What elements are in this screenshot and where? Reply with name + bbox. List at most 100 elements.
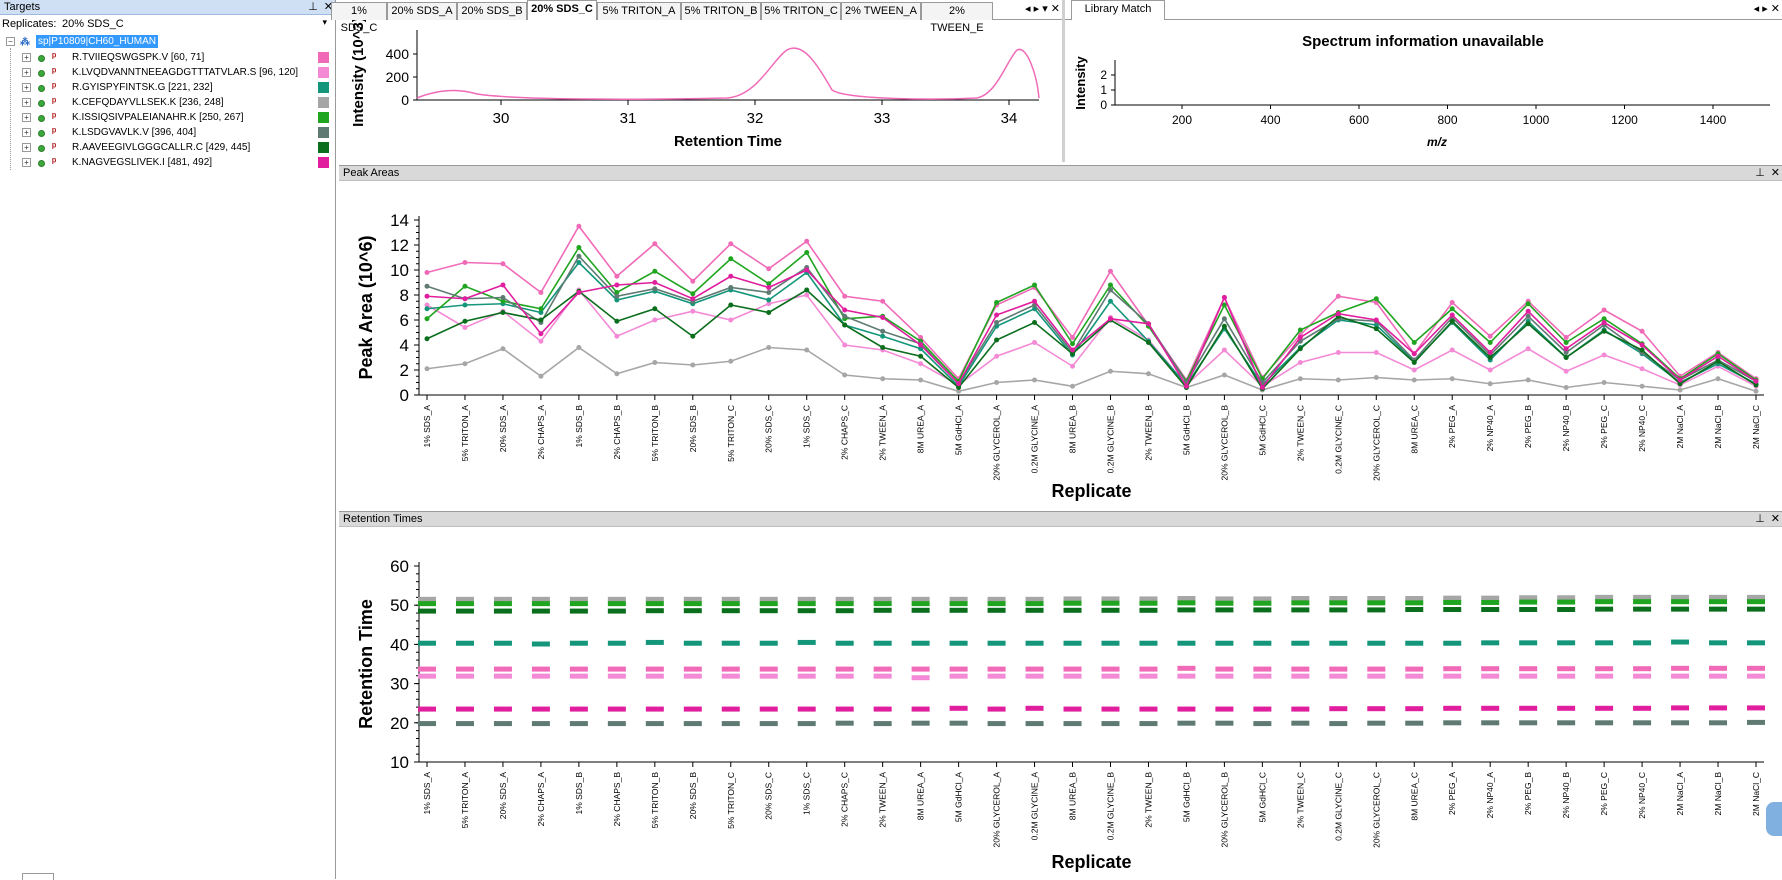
expand-icon[interactable]: + (22, 98, 31, 107)
tab-replicate[interactable]: 2% TWEEN_E (921, 2, 993, 34)
library-ylabel: Intensity (1073, 56, 1088, 110)
rt-bar (873, 706, 892, 712)
data-point (1373, 296, 1379, 302)
expand-icon[interactable]: + (22, 83, 31, 92)
peptide-node[interactable]: + ᵖ K.LSDGVAVLK.V [396, 404] (0, 125, 336, 140)
expand-icon[interactable]: + (22, 113, 31, 122)
tab-replicate[interactable]: 20% SDS_A (387, 2, 457, 20)
rt-bar (1443, 720, 1462, 726)
protein-node[interactable]: − ⁂ sp|P10809|CH60_HUMAN (0, 34, 336, 50)
data-point (1411, 377, 1417, 383)
rt-bar (1633, 640, 1652, 646)
tab-right-icon[interactable]: ▸ (1033, 3, 1040, 15)
x-tick-label: 1200 (1611, 113, 1638, 127)
rt-bar (1519, 666, 1538, 672)
tab-replicate[interactable]: 1% SDS_C (331, 2, 387, 34)
tab-right-icon[interactable]: ▸ (1762, 3, 1768, 15)
rt-bar (949, 666, 968, 672)
x-tick-label: 2M NaCl_C (1751, 405, 1761, 449)
data-point (1297, 376, 1303, 382)
rt-bar (1633, 720, 1652, 726)
x-tick-label: 20% GLYCEROL_A (992, 405, 1002, 481)
peptide-node[interactable]: + ᵖ K.NAGVEGSLIVEK.I [481, 492] (0, 155, 336, 170)
x-tick-label: 0.2M GLYCINE_C (1333, 772, 1343, 841)
data-point (1373, 350, 1379, 355)
chevron-down-icon[interactable]: ▾ (322, 17, 327, 27)
data-point (766, 345, 772, 350)
data-point (538, 338, 544, 344)
rt-bar (607, 601, 626, 607)
tab-replicate[interactable]: 2% TWEEN_A (841, 2, 921, 20)
x-tick-label: 2% TWEEN_C (1295, 772, 1305, 828)
peptide-node[interactable]: + ᵖ R.AAVEEGIVLGGGCALLR.C [429, 445] (0, 140, 336, 155)
data-point (1411, 360, 1417, 365)
tab-replicate[interactable]: 20% SDS_B (457, 2, 527, 20)
rt-bar (645, 601, 664, 607)
data-point (804, 347, 810, 353)
chromatogram-chart[interactable]: 0 200 400 30 31 32 33 34 Intensity (10^3) Rete… (337, 20, 1062, 162)
data-point (1107, 287, 1113, 293)
rt-bar (797, 673, 816, 679)
expand-icon[interactable]: + (22, 68, 31, 77)
data-point (1639, 328, 1645, 334)
replicates-dropdown[interactable]: 20% SDS_C ▾ (58, 17, 330, 32)
library-match-pane: Library Match ◂ ▸ ✕ Spectrum information… (1065, 0, 1782, 162)
tab-left-icon[interactable]: ◂ (1753, 3, 1760, 15)
peak-areas-chart[interactable]: 0 2 4 6 8 10 12 14 1% SDS_A 5% TRITON_A 20% SDS_A 2… (339, 182, 1782, 508)
rt-bar (607, 673, 626, 679)
splitter[interactable] (1062, 0, 1065, 162)
rt-bar (1443, 666, 1462, 672)
x-tick-label: 2% NP40_C (1637, 405, 1647, 452)
rt-bar (1557, 666, 1576, 672)
rt-bar (1177, 600, 1196, 606)
tab-library-match[interactable]: Library Match (1071, 0, 1165, 20)
pin-icon[interactable]: ⊥ (1755, 167, 1765, 179)
tab-left-icon[interactable]: ◂ (1025, 3, 1031, 15)
tab-list-icon[interactable]: ▾ (1042, 3, 1048, 15)
rt-bar (1557, 673, 1576, 679)
close-icon[interactable]: ✕ (1770, 167, 1780, 179)
x-tick-label: 400 (1260, 113, 1280, 127)
data-point (576, 345, 582, 350)
rt-bar (1139, 673, 1158, 679)
expand-icon[interactable]: + (22, 128, 31, 137)
expand-icon[interactable]: + (22, 143, 31, 152)
rt-bar (835, 673, 854, 679)
collapse-icon[interactable]: − (6, 37, 15, 46)
tab-replicate[interactable]: 5% TRITON_A (597, 2, 681, 20)
data-point (1335, 377, 1341, 383)
pin-icon[interactable]: ⊥ (308, 1, 318, 13)
tab-replicate[interactable]: 5% TRITON_C (761, 2, 841, 20)
close-icon[interactable]: ✕ (323, 1, 333, 13)
close-icon[interactable]: ✕ (1770, 3, 1780, 15)
data-point (1297, 327, 1303, 333)
rt-bar (1481, 599, 1500, 605)
pin-icon[interactable]: ⊥ (1755, 513, 1765, 525)
data-point (1107, 268, 1113, 274)
expand-icon[interactable]: + (22, 53, 31, 62)
data-point (918, 342, 924, 348)
peptide-node[interactable]: + ᵖ K.ISSIQSIVPALEIANAHR.K [250, 267] (0, 110, 336, 125)
expand-icon[interactable]: + (22, 158, 31, 167)
color-swatch (318, 112, 329, 123)
peptide-node[interactable]: + ᵖ R.TVIIEQSWGSPK.V [60, 71] (0, 50, 336, 65)
rt-bar (1291, 673, 1310, 679)
peptide-node[interactable]: + ᵖ K.LVQDVANNTNEEAGDGTTTATVLAR.S [96, 120… (0, 65, 336, 80)
data-point (994, 353, 1000, 359)
close-icon[interactable]: ✕ (1050, 3, 1060, 15)
scroll-handle[interactable] (1766, 802, 1782, 836)
peptide-icon: ᵖ (52, 111, 57, 123)
y-tick-label: 0 (1100, 98, 1107, 112)
peptide-node[interactable]: + ᵖ K.CEFQDAYVLLSEK.K [236, 248] (0, 95, 336, 110)
retention-times-chart[interactable]: 10 20 30 40 50 60 1% SDS_A 5% TRITON_A 20% SDS_A… (339, 528, 1782, 880)
rt-bar (1747, 640, 1765, 646)
rt-bar (949, 596, 968, 602)
rt-bar (1671, 606, 1690, 612)
x-tick-label: 2% CHAPS_B (612, 405, 622, 460)
library-match-chart[interactable]: Spectrum information unavailable 012 200… (1065, 20, 1782, 162)
close-icon[interactable]: ✕ (1770, 513, 1780, 525)
tab-replicate[interactable]: 5% TRITON_B (681, 2, 761, 20)
tab-replicate[interactable]: 20% SDS_C (527, 0, 597, 20)
data-point (1677, 387, 1683, 393)
peptide-node[interactable]: + ᵖ R.GYISPYFINTSK.G [221, 232] (0, 80, 336, 95)
